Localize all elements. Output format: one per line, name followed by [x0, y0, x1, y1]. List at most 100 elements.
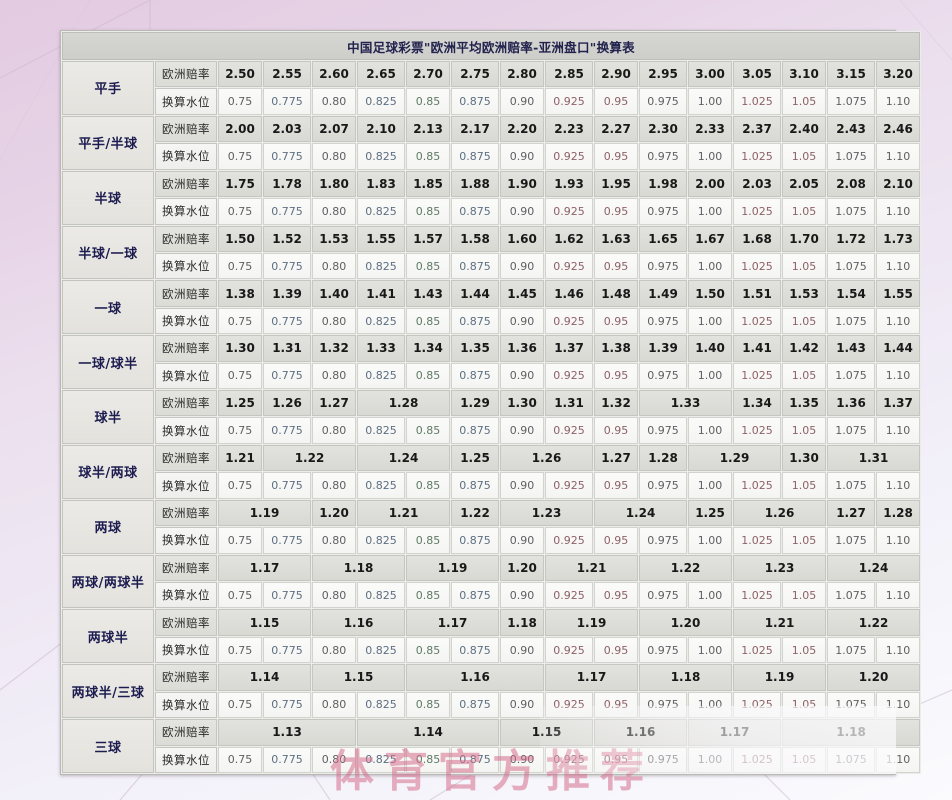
odds-cell: 1.53 [312, 225, 356, 252]
water-level-cell: 0.95 [594, 88, 638, 115]
water-level-cell: 1.075 [827, 307, 875, 335]
water-level-cell: 0.875 [451, 746, 499, 773]
handicap-label: 半球/一球 [62, 225, 154, 280]
water-level-cell: 1.00 [688, 527, 732, 554]
water-level-cell: 0.90 [500, 252, 544, 280]
water-level-cell: 1.10 [876, 527, 921, 554]
water-level-cell: 1.00 [688, 472, 732, 499]
odds-cell: 1.30 [500, 390, 544, 417]
metric-label-water: 换算水位 [155, 143, 217, 170]
water-level-cell: 0.95 [594, 746, 638, 773]
odds-cell: 1.38 [218, 280, 262, 307]
water-level-cell: 0.825 [357, 252, 405, 280]
odds-cell: 1.50 [688, 280, 732, 307]
water-level-cell: 1.00 [688, 252, 732, 280]
water-level-cell: 1.10 [876, 582, 921, 609]
odds-cell: 1.16 [406, 664, 544, 691]
odds-cell: 1.18 [312, 554, 405, 582]
water-level-cell: 1.10 [876, 636, 921, 664]
odds-cell: 1.26 [500, 444, 593, 472]
odds-cell: 1.36 [827, 390, 875, 417]
water-level-cell: 0.95 [594, 198, 638, 225]
water-level-cell: 0.95 [594, 472, 638, 499]
water-level-cell: 0.925 [545, 198, 593, 225]
odds-cell: 1.22 [639, 554, 732, 582]
water-level-cell: 1.025 [733, 362, 781, 390]
water-level-cell: 0.925 [545, 472, 593, 499]
water-level-cell: 0.85 [406, 691, 450, 719]
table-row: 换算水位 0.75 0.775 0.80 0.825 0.85 0.875 0.90 0.925… [62, 746, 921, 773]
odds-cell: 1.25 [451, 444, 499, 472]
water-level-cell: 0.925 [545, 582, 593, 609]
table-row: 球半/两球 欧洲赔率 1.21 1.22 1.24 1.25 1.26 1.27 1.28 1.2… [62, 444, 921, 499]
metric-label-odds: 欧洲赔率 [155, 61, 217, 88]
water-level-cell: 0.975 [639, 307, 687, 335]
water-level-cell: 0.825 [357, 198, 405, 225]
water-level-cell: 1.075 [827, 417, 875, 444]
odds-cell: 1.57 [406, 225, 450, 252]
odds-cell: 1.23 [733, 554, 826, 582]
water-level-cell: 0.80 [312, 417, 356, 444]
odds-cell: 1.26 [733, 499, 826, 527]
odds-cell: 2.33 [688, 115, 732, 143]
handicap-label: 两球半/三球 [62, 664, 154, 719]
water-level-cell: 1.025 [733, 691, 781, 719]
water-level-cell: 0.825 [357, 417, 405, 444]
odds-cell: 1.42 [782, 335, 826, 362]
water-level-cell: 0.90 [500, 527, 544, 554]
handicap-label: 三球 [62, 719, 154, 773]
table-row: 换算水位 0.75 0.775 0.80 0.825 0.85 0.875 0.90 0.925… [62, 143, 921, 170]
odds-cell: 2.07 [312, 115, 356, 143]
table-row: 换算水位 0.75 0.775 0.80 0.825 0.85 0.875 0.90 0.925… [62, 472, 921, 499]
table-row: 一球/球半 欧洲赔率 1.30 1.31 1.32 1.33 1.34 1.35 1.36 1.3… [62, 335, 921, 390]
odds-cell: 1.98 [639, 170, 687, 198]
odds-cell: 1.14 [218, 664, 311, 691]
water-level-cell: 0.925 [545, 746, 593, 773]
odds-cell: 2.37 [733, 115, 781, 143]
water-level-cell: 1.05 [782, 636, 826, 664]
water-level-cell: 1.025 [733, 307, 781, 335]
water-level-cell: 0.95 [594, 307, 638, 335]
water-level-cell: 0.825 [357, 362, 405, 390]
water-level-cell: 0.975 [639, 362, 687, 390]
odds-cell: 3.00 [688, 61, 732, 88]
odds-cell: 1.19 [218, 499, 311, 527]
water-level-cell: 0.875 [451, 198, 499, 225]
water-level-cell: 0.975 [639, 472, 687, 499]
water-level-cell: 0.775 [263, 582, 311, 609]
water-level-cell: 1.00 [688, 636, 732, 664]
odds-cell: 1.20 [500, 554, 544, 582]
water-level-cell: 0.85 [406, 472, 450, 499]
water-level-cell: 0.875 [451, 307, 499, 335]
water-level-cell: 0.95 [594, 143, 638, 170]
water-level-cell: 0.775 [263, 691, 311, 719]
table-row: 换算水位 0.75 0.775 0.80 0.825 0.85 0.875 0.90 0.925… [62, 636, 921, 664]
odds-cell: 1.68 [733, 225, 781, 252]
odds-cell: 2.60 [312, 61, 356, 88]
odds-cell: 1.21 [357, 499, 450, 527]
water-level-cell: 0.875 [451, 691, 499, 719]
water-level-cell: 1.10 [876, 88, 921, 115]
table-row: 换算水位 0.75 0.775 0.80 0.825 0.85 0.875 0.90 0.925… [62, 691, 921, 719]
metric-label-water: 换算水位 [155, 582, 217, 609]
odds-cell: 2.23 [545, 115, 593, 143]
odds-cell: 2.17 [451, 115, 499, 143]
water-level-cell: 1.05 [782, 527, 826, 554]
odds-cell: 2.85 [545, 61, 593, 88]
metric-label-water: 换算水位 [155, 472, 217, 499]
table-row: 换算水位 0.75 0.775 0.80 0.825 0.85 0.875 0.90 0.925… [62, 362, 921, 390]
water-level-cell: 0.975 [639, 582, 687, 609]
water-level-cell: 1.00 [688, 691, 732, 719]
odds-cell: 1.22 [827, 609, 921, 636]
metric-label-odds: 欧洲赔率 [155, 115, 217, 143]
odds-cell: 1.41 [733, 335, 781, 362]
water-level-cell: 1.075 [827, 362, 875, 390]
water-level-cell: 0.90 [500, 636, 544, 664]
water-level-cell: 1.025 [733, 636, 781, 664]
water-level-cell: 1.10 [876, 472, 921, 499]
water-level-cell: 0.975 [639, 746, 687, 773]
odds-cell: 1.14 [357, 719, 499, 746]
water-level-cell: 0.90 [500, 143, 544, 170]
water-level-cell: 1.00 [688, 307, 732, 335]
odds-cell: 1.46 [545, 280, 593, 307]
